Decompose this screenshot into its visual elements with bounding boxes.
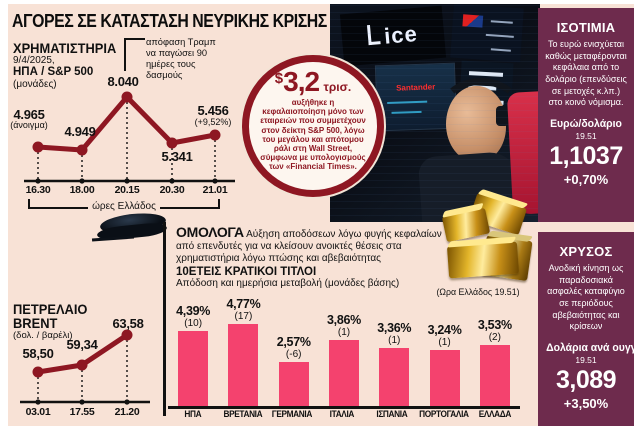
trading-screen-right (458, 60, 514, 126)
oil-value-2: 63,58 (112, 316, 144, 331)
sp-value-3: 5.341 (161, 149, 193, 164)
bonds-description: Αύξηση αποδόσεων λόγω φυγής κεφαλαίων απ… (176, 229, 442, 264)
oil-tick-1: 17.55 (69, 406, 95, 418)
oil-value-1: 59,34 (66, 337, 98, 352)
headset-icon (441, 78, 521, 137)
screen-glyph (490, 20, 513, 24)
oil-tick-2: 21.20 (114, 406, 140, 418)
gold-change: +3,50% (563, 396, 609, 412)
page-title: ΑΓΟΡΕΣ ΣΕ ΚΑΤΑΣΤΑΣΗ ΝΕΥΡΙΚΗΣ ΚΡΙΣΗΣ (12, 11, 327, 31)
trading-screen: Santander (374, 62, 458, 132)
annotation-bracket (124, 38, 145, 40)
annotation-bracket (124, 38, 126, 71)
badge-amount: $3,2 τρισ. (274, 66, 352, 97)
screen-glyph (467, 99, 504, 105)
sp-tick-1: 18.00 (69, 184, 95, 196)
bond-column-italy: 3,86% (1) (319, 313, 369, 406)
sp-value-1: 4.949 (64, 124, 96, 139)
sp-value-peak: 8.040 (107, 74, 139, 89)
bond-bar (479, 345, 510, 406)
oil-tick-0: 03.01 (25, 406, 51, 418)
stocks-index: ΗΠΑ / S&P 500 (13, 66, 94, 78)
oil-heading-1: ΠΕΤΡΕΛΑΙΟ (13, 301, 88, 317)
section-divider (163, 222, 166, 416)
stocks-date: 9/4/2025, (13, 55, 55, 66)
bond-bar (178, 330, 209, 406)
trump-annotation: απόφαση Τραμπ να παγώσει 90 ημέρες τους … (146, 37, 216, 80)
bond-column-portugal: 3,24% (1) (419, 323, 469, 406)
bond-column-greece: 3,53% (2) (470, 318, 520, 406)
exchange-description: Το ευρώ ενισχύεται καθώς μεταφέρονται κε… (545, 39, 627, 108)
gold-bars-photo (441, 192, 533, 286)
exchange-value: 1,1037 (549, 142, 623, 171)
oil-value-0: 58,50 (22, 346, 54, 361)
sp500-line-chart (24, 91, 235, 184)
screen-panel-top (450, 4, 524, 63)
exchange-panel: ΙΣΟΤΙΜΙΑ Το ευρώ ενισχύεται καθώς μεταφέ… (538, 8, 634, 222)
bond-bar (379, 348, 410, 406)
bonds-intro: ΟΜΟΛΟΓΑ Αύξηση αποδόσεων λόγω φυγής κεφα… (176, 224, 448, 265)
bond-column-germany: 2,57% (-6) (269, 335, 319, 406)
exchange-pair: Ευρώ/δολάριο (550, 118, 622, 131)
screen-glyph (490, 48, 511, 52)
badge-text: αυξήθηκε η κεφαλαιοποίηση μόνο των εταιρ… (260, 98, 366, 172)
bonds-subheading: 10ΕΤΕΙΣ ΚΡΑΤΙΚΟΙ ΤΙΤΛΟΙ (176, 266, 317, 278)
greek-hours-bracket: ώρες Ελλάδος (28, 197, 220, 212)
ice-logo-icon (367, 24, 381, 46)
bond-bar (278, 361, 309, 406)
sp-tick-2: 20.15 (114, 184, 140, 196)
sp-tick-3: 20.30 (159, 184, 185, 196)
screen-glyph (387, 100, 428, 105)
oil-heading-2: BRENT (13, 315, 58, 331)
bonds-subnote: Απόδοση και ημερήσια μεταβολή (μονάδες β… (176, 278, 400, 289)
oil-unit: (δολ. / βαρέλι) (13, 330, 73, 341)
bond-yield-bar-chart: 4,39% (10) 4,77% (17) 2,57% (-6) 3,86% (… (168, 290, 520, 409)
brent-line-chart (20, 329, 150, 405)
headset-earcup-icon (496, 106, 509, 126)
oil-barrel-icon (91, 210, 172, 244)
gold-unit-label: Δολάρια ανά ουγγιά (546, 342, 640, 355)
screen-glyph (468, 71, 504, 77)
bond-country-labels: ΗΠΑ ΒΡΕΤΑΝΙΑ ΓΕΡΜΑΝΙΑ ΙΤΑΛΙΑ ΙΣΠΑΝΙΑ ΠΟΡ… (184, 409, 512, 419)
exchange-change: +0,70% (563, 172, 609, 188)
gold-heading: ΧΡΥΣΟΣ (559, 244, 613, 259)
exchange-heading: ΙΣΟΤΙΜΙΑ (556, 20, 616, 35)
exchange-time: 19.51 (575, 131, 597, 142)
bonds-heading: ΟΜΟΛΟΓΑ (176, 224, 244, 240)
gold-value: 3,089 (555, 366, 617, 395)
flag-logo-icon (462, 14, 484, 28)
bond-bar (228, 324, 259, 406)
bond-column-uk: 4,77% (17) (218, 297, 268, 406)
gold-description: Ανοδική κίνηση ως παραδοσιακά ασφαλές κα… (547, 263, 625, 332)
santander-logo: Santander (395, 82, 436, 93)
market-cap-badge: $3,2 τρισ. αυξήθηκε η κεφαλαιοποίηση μόν… (242, 55, 384, 197)
bond-column-spain: 3,36% (1) (369, 321, 419, 406)
sp-value-close: 5.456 (197, 103, 229, 118)
stocks-heading: ΧΡΗΜΑΤΙΣΤΗΡΙΑ (13, 40, 117, 56)
bond-bar (429, 350, 460, 406)
sp-value-open: 4.965 (13, 107, 45, 122)
stocks-unit: (μονάδες) (13, 79, 57, 90)
ice-sign-label: ICE (383, 20, 419, 49)
screen-glyph (391, 110, 422, 114)
ice-sign: ICE (339, 5, 447, 67)
bond-bar (328, 339, 359, 406)
greek-hours-label: ώρες Ελλάδος (92, 201, 156, 212)
sp-note-close: (+9,52%) (194, 117, 232, 127)
dollar-sign: $ (274, 70, 284, 87)
gold-panel: ΧΡΥΣΟΣ Ανοδική κίνηση ως παραδοσιακά ασφ… (538, 232, 640, 426)
trader-head (446, 86, 506, 162)
sp-tick-0: 16.30 (25, 184, 51, 196)
nyse-floor-photo: ICE Santander (330, 4, 540, 222)
screen-glyph (468, 85, 497, 91)
bond-column-usa: 4,39% (10) (168, 304, 218, 406)
sp-tick-4: 21.01 (202, 184, 228, 196)
bonds-time-note: (Ωρα Ελλάδος 19.51) (436, 287, 520, 297)
screen-glyph (485, 33, 514, 38)
gold-time: 19.51 (575, 355, 597, 366)
sp-note-open: (άνοιγμα) (10, 120, 48, 130)
